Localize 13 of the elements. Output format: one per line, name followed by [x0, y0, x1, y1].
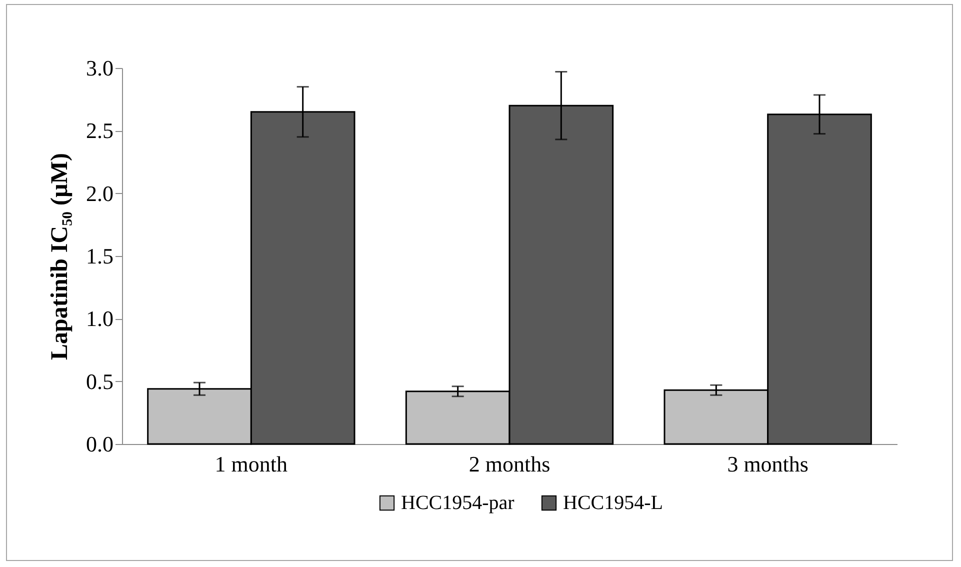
- y-axis-title: Lapatinib IC₅₀ (µM): [47, 153, 73, 360]
- y-tick-label: 0.0: [86, 432, 114, 456]
- y-tick-label: 3.0: [86, 56, 114, 80]
- legend-label: HCC1954-L: [563, 492, 663, 514]
- y-tick-label: 2.0: [86, 180, 114, 206]
- legend-label: HCC1954-par: [401, 492, 515, 514]
- x-tick-label: 1 month: [214, 452, 288, 476]
- y-tick-label: 1.0: [86, 306, 114, 332]
- y-tick-label: 0.5: [86, 368, 114, 394]
- y-tick-label: 2.5: [86, 118, 114, 144]
- x-tick-label: 3 months: [727, 452, 808, 476]
- x-tick-label: 2 months: [468, 452, 550, 476]
- y-tick-label: 1.5: [86, 244, 114, 268]
